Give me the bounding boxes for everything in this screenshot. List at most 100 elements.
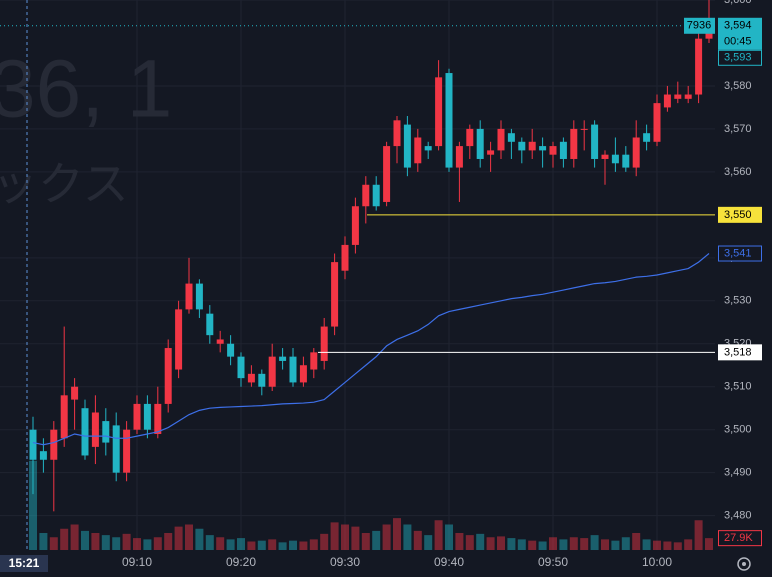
volume-bar: [517, 539, 526, 550]
candle-body: [435, 77, 443, 147]
vwap-tag-label: 3,541: [724, 247, 752, 259]
y-tick-label: 3,480: [724, 510, 752, 522]
candle-body: [653, 103, 661, 142]
volume-bar: [70, 524, 79, 550]
candle-body: [351, 206, 359, 245]
volume-bar: [133, 538, 141, 550]
candle-body: [289, 356, 297, 383]
candle-body: [570, 128, 578, 159]
candle-body: [237, 356, 245, 379]
candle-body: [154, 403, 162, 434]
volume-bar: [403, 524, 412, 550]
x-tick-label: 09:20: [226, 555, 256, 569]
y-tick-label: 3,510: [724, 381, 752, 393]
price-line-tag: [718, 206, 762, 223]
candle-body: [175, 309, 183, 370]
y-tick-label: 3,490: [724, 467, 752, 479]
y-tick-label: 3,600: [724, 0, 752, 6]
volume-bar: [528, 540, 537, 550]
y-tick-label: 3,500: [724, 424, 752, 436]
candle-body: [39, 451, 47, 460]
candle-body: [559, 141, 567, 159]
volume-tag: [718, 530, 762, 547]
volume-bar: [257, 540, 266, 550]
candle-body: [71, 386, 79, 400]
volume-bar: [569, 537, 578, 550]
volume-bar: [153, 537, 162, 550]
candle-body: [414, 137, 422, 164]
candle-body: [206, 313, 214, 336]
volume-bar: [81, 530, 89, 550]
candle-body: [258, 373, 266, 387]
candle-body: [227, 343, 235, 357]
price-axis: [715, 0, 772, 577]
volume-bar: [434, 520, 443, 550]
volume-bar: [611, 540, 620, 550]
volume-bar: [289, 540, 297, 550]
price-line-tag: [718, 344, 762, 361]
volume-bar: [445, 524, 453, 550]
volume-bar: [174, 526, 183, 550]
volume-bar: [226, 539, 235, 550]
volume-bar: [216, 537, 225, 550]
volume-bar: [559, 539, 568, 550]
candle-body: [216, 339, 224, 344]
candle-body: [320, 326, 328, 361]
volume-bar: [653, 540, 661, 550]
second-price-tag: [718, 49, 762, 66]
price-line-label: 3,518: [724, 346, 752, 358]
volume-bar: [705, 538, 713, 550]
candle-body: [268, 356, 276, 387]
crosshair-label: 15:21: [9, 556, 40, 570]
candle-body: [695, 38, 703, 95]
candle-body: [445, 73, 453, 168]
vwap-tag: [718, 245, 762, 262]
y-tick-label: 3,530: [724, 295, 752, 307]
candle-body: [299, 365, 307, 383]
volume-bar: [309, 539, 318, 550]
volume-bar: [413, 530, 422, 550]
candle-body: [487, 150, 495, 155]
volume-bar: [237, 538, 245, 550]
volume-bar: [247, 541, 256, 550]
second-price-label: 3,593: [724, 52, 752, 64]
candle-body: [341, 244, 349, 271]
volume-bar: [684, 539, 693, 550]
watermark: 36, 1: [0, 44, 172, 135]
candle-body: [663, 94, 671, 108]
volume-tag-label: 27.9K: [724, 532, 753, 544]
volume-bar: [455, 533, 464, 550]
volume-bar: [476, 533, 485, 550]
settings-icon-center: [742, 562, 746, 566]
volume-count-tag: [684, 17, 715, 34]
plot: [0, 0, 715, 550]
y-tick-label: 3,560: [724, 166, 752, 178]
candle-body: [611, 154, 619, 164]
candle-body: [91, 412, 99, 447]
candle-body: [518, 141, 526, 151]
volume-bar: [164, 533, 173, 550]
volume-bar: [538, 541, 547, 550]
last-price-tag: [718, 17, 762, 50]
candle-body: [185, 283, 193, 310]
candle-body: [643, 133, 651, 142]
settings-icon[interactable]: [737, 557, 751, 571]
volume-bar: [673, 542, 682, 550]
volume-bar: [642, 539, 651, 550]
last-price-label: 3,594: [724, 20, 752, 32]
candle-body: [133, 403, 141, 430]
volume-bar: [268, 539, 277, 550]
volume-bar: [60, 528, 69, 550]
volume-bar: [621, 537, 630, 550]
volume-bar: [341, 524, 349, 550]
volume-bar: [330, 522, 339, 550]
candle-body: [684, 94, 692, 99]
volume-bar: [507, 538, 516, 550]
candle-body: [112, 425, 120, 473]
candle-body: [393, 120, 401, 147]
candle-body: [528, 141, 536, 151]
candle-body: [331, 262, 339, 327]
candle-body: [476, 128, 484, 159]
